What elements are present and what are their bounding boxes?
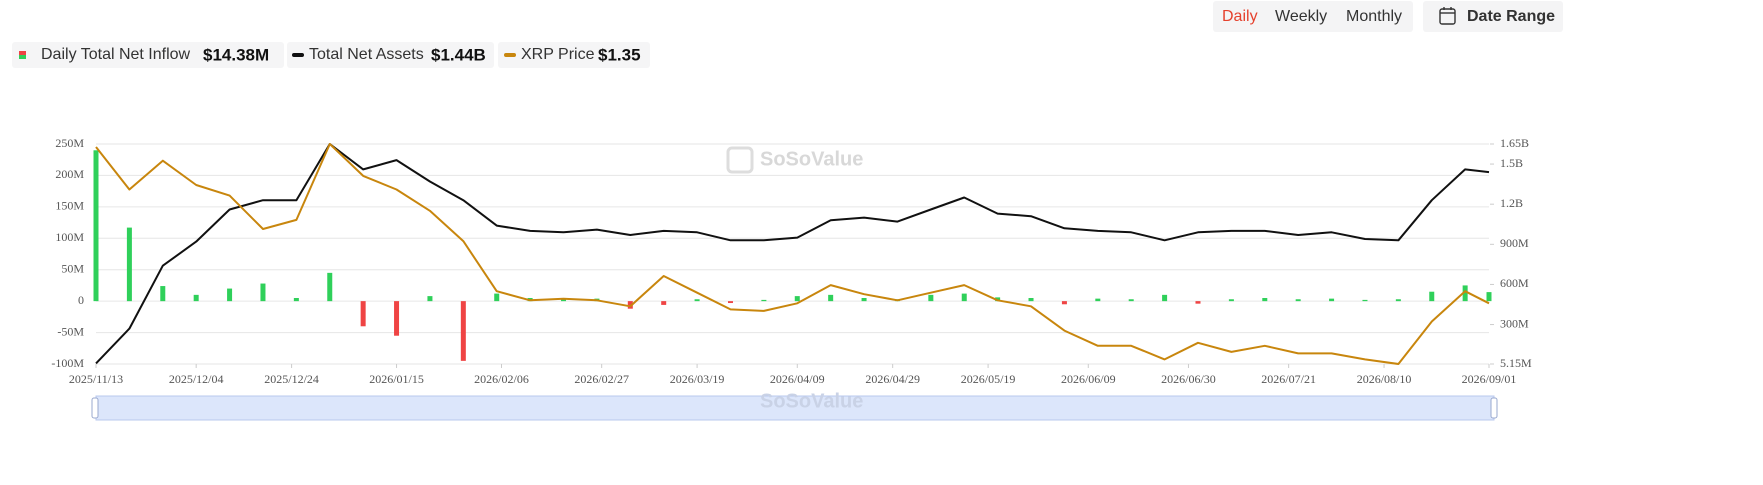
bar (360, 301, 366, 327)
bar (1228, 299, 1234, 302)
bar (227, 288, 233, 302)
legend-marker (19, 55, 26, 59)
range-switch (1213, 1, 1413, 32)
bar (727, 301, 733, 304)
bar (494, 293, 500, 302)
bar (561, 299, 567, 302)
y-tick-label: -100M (51, 356, 84, 370)
range-button[interactable]: Weekly (1275, 8, 1327, 25)
bar (1295, 299, 1301, 302)
bar (1362, 299, 1368, 302)
navigator[interactable] (95, 395, 1495, 421)
x-tick-label: 2026/02/06 (474, 372, 529, 386)
legend-marker (19, 51, 26, 55)
bar (160, 286, 166, 302)
bar (260, 283, 266, 302)
legend-label: Total Net Assets (309, 46, 424, 63)
bar (1486, 292, 1492, 302)
calendar-icon (1439, 7, 1456, 25)
y2-tick-label: 1.65B (1500, 136, 1529, 150)
legend-marker (504, 53, 516, 57)
bar (694, 299, 700, 302)
y-tick-label: 50M (61, 261, 84, 275)
x-tick-label: 2026/08/10 (1357, 372, 1412, 386)
legend-item (287, 42, 494, 68)
line (95, 143, 1490, 365)
y2-tick-label: 900M (1500, 236, 1529, 250)
line (95, 143, 1490, 365)
bar (1262, 298, 1268, 302)
bar (928, 294, 934, 302)
bar (427, 296, 433, 302)
bar (193, 294, 199, 302)
legend-item (12, 42, 284, 68)
x-tick-label: 2026/07/21 (1261, 372, 1316, 386)
bar (1095, 298, 1101, 302)
y-tick-label: 150M (55, 199, 84, 213)
bar (1162, 294, 1168, 302)
y-tick-label: 250M (55, 136, 84, 150)
x-tick-label: 2026/09/01 (1462, 372, 1517, 386)
watermark: SoSoValue (760, 390, 863, 412)
x-tick-label: 2026/06/09 (1061, 372, 1116, 386)
bar (1061, 301, 1067, 305)
bar (828, 294, 834, 302)
watermark: SoSoValue (760, 148, 863, 170)
y2-tick-label: 1.2B (1500, 196, 1523, 210)
bar (627, 301, 633, 309)
legend-value: $14.38M (203, 45, 269, 64)
watermark-logo (726, 146, 754, 174)
bar (1429, 291, 1435, 302)
bar (1462, 285, 1468, 302)
y-tick-label: 100M (55, 230, 84, 244)
y2-tick-label: 5.15M (1500, 356, 1532, 370)
y-tick-label: 0 (78, 293, 84, 307)
bar (1329, 298, 1335, 302)
x-tick-label: 2026/05/19 (961, 372, 1016, 386)
bar (1028, 298, 1034, 302)
range-button[interactable]: Monthly (1346, 8, 1402, 25)
legend-label: XRP Price (521, 46, 595, 63)
bar (460, 301, 466, 361)
date-range-button[interactable] (1423, 1, 1563, 32)
bar (1195, 301, 1201, 304)
date-range-label[interactable]: Date Range (1467, 8, 1555, 25)
bar (661, 301, 667, 305)
bar (394, 301, 400, 336)
bar (293, 298, 299, 302)
y2-tick-label: 600M (1500, 276, 1529, 290)
legend-label: Daily Total Net Inflow (41, 46, 191, 63)
bar (327, 272, 333, 302)
bar (93, 150, 99, 302)
navigator-handle[interactable] (1490, 397, 1498, 419)
x-tick-label: 2026/02/27 (574, 372, 629, 386)
x-tick-label: 2026/04/09 (770, 372, 825, 386)
legend-marker (292, 53, 304, 57)
x-tick-label: 2026/04/29 (865, 372, 920, 386)
legend-item (498, 42, 650, 68)
x-tick-label: 2026/03/19 (670, 372, 725, 386)
bar (126, 227, 132, 302)
x-tick-label: 2025/12/24 (264, 372, 319, 386)
y2-tick-label: 1.5B (1500, 156, 1523, 170)
bar (794, 296, 800, 302)
range-button[interactable]: Daily (1222, 8, 1258, 25)
x-tick-label: 2025/12/04 (169, 372, 224, 386)
legend-value: $1.35 (598, 45, 641, 64)
x-tick-label: 2026/06/30 (1161, 372, 1216, 386)
x-tick-label: 2025/11/13 (69, 372, 123, 386)
bar (961, 293, 967, 302)
bar (761, 299, 767, 302)
navigator-handle[interactable] (91, 397, 99, 419)
legend-value: $1.44B (431, 45, 486, 64)
bar (1128, 299, 1134, 302)
bar (1395, 299, 1401, 302)
y2-tick-label: 300M (1500, 316, 1529, 330)
bar (861, 298, 867, 302)
y-tick-label: -50M (57, 324, 84, 338)
y-tick-label: 200M (55, 167, 84, 181)
x-tick-label: 2026/01/15 (369, 372, 424, 386)
